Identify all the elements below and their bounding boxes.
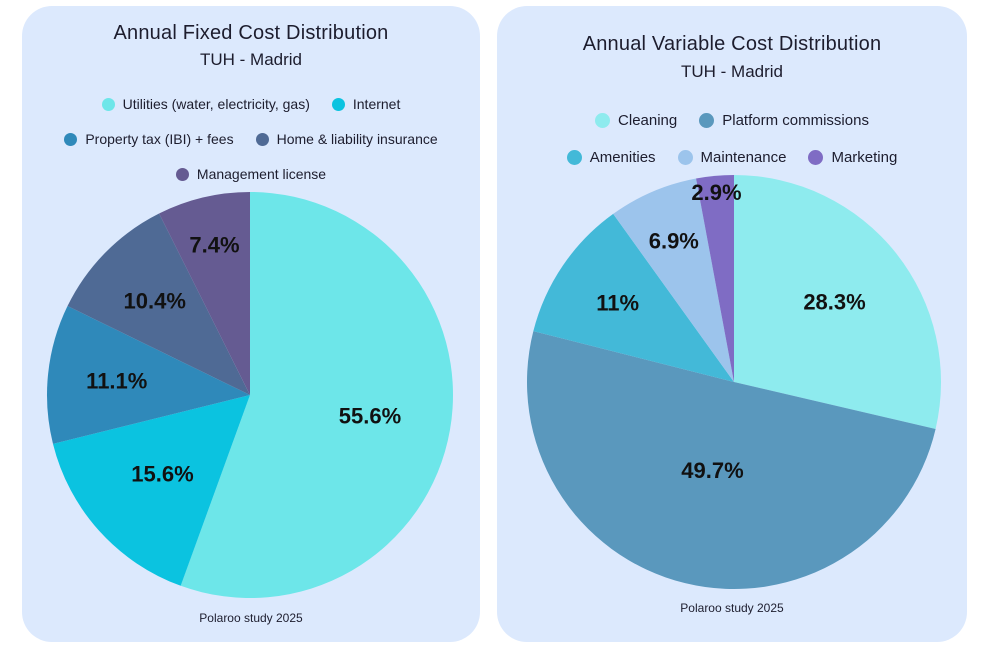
pie-slice-amenities: [533, 213, 734, 382]
legend-row: Cleaning Platform commissions: [497, 112, 967, 129]
chart-title: Annual Fixed Cost Distribution: [113, 22, 389, 44]
slice-data-label: 11.1%: [86, 368, 147, 393]
legend-item-utilities-water-electricity-gas: Utilities (water, electricity, gas): [101, 96, 310, 112]
legend-label: Platform commissions: [722, 112, 869, 129]
chart-title: Annual Variable Cost Distribution: [582, 33, 882, 55]
legend-label: Maintenance: [700, 149, 787, 166]
chart-source: Polaroo study 2025: [199, 611, 303, 625]
legend-label: Amenities: [589, 149, 656, 166]
pie-slice-utilities-water-electricity-gas: [180, 192, 453, 598]
legend-swatch: [699, 113, 715, 128]
legend-item-internet: Internet: [331, 96, 401, 112]
legend-label: Management license: [196, 166, 327, 182]
chart-subtitle: TUH - Madrid: [680, 62, 783, 81]
legend-label: Marketing: [831, 149, 898, 166]
chart-subtitle: TUH - Madrid: [199, 50, 302, 69]
fixed-cost-pie: 55.6% 15.6% 11.1% 10.4% 7.4%: [47, 192, 453, 598]
slice-data-label: 10.4%: [124, 288, 186, 313]
legend-label: Property tax (IBI) + fees: [85, 131, 234, 147]
legend-row: Property tax (IBI) + fees Home & liabilit…: [22, 131, 480, 147]
pie-slice-home-liability-insurance: [67, 213, 250, 395]
pie-slice-cleaning: [734, 175, 941, 429]
legend-item-management-license: Management license: [175, 166, 327, 182]
variable-cost-chart-card: Annual Variable Cost Distribution TUH - …: [497, 6, 967, 642]
legend-swatch: [64, 132, 78, 146]
legend-swatch: [808, 150, 824, 165]
slice-data-label: 15.6%: [131, 461, 193, 486]
slice-data-label: 6.9%: [649, 229, 699, 254]
legend-row: Amenities Maintenance Marketing: [497, 149, 967, 166]
pie-slice-management-license: [159, 192, 250, 395]
pie-slice-internet: [52, 395, 251, 586]
legend-item-amenities: Amenities: [566, 149, 656, 166]
chart-source: Polaroo study 2025: [680, 601, 784, 615]
slice-data-label: 11%: [596, 290, 639, 315]
legend-swatch: [255, 132, 269, 146]
legend-row: Utilities (water, electricity, gas) Inter…: [22, 96, 480, 112]
pie-slice-marketing: [696, 175, 734, 382]
legend-item-maintenance: Maintenance: [677, 149, 787, 166]
slice-data-label: 28.3%: [803, 290, 865, 315]
legend-item-cleaning: Cleaning: [595, 112, 677, 129]
legend-swatch: [566, 150, 582, 165]
slice-data-label: 7.4%: [189, 232, 239, 257]
slice-data-label: 2.9%: [691, 180, 741, 205]
legend-swatch: [331, 97, 345, 111]
legend-item-home-liability-insurance: Home & liability insurance: [255, 131, 438, 147]
variable-cost-pie: 28.3% 49.7% 11% 6.9% 2.9%: [526, 175, 941, 590]
slice-data-label: 55.6%: [339, 404, 401, 429]
legend-label: Home & liability insurance: [276, 131, 438, 147]
legend-label: Utilities (water, electricity, gas): [122, 96, 310, 112]
legend-swatch: [175, 167, 189, 181]
legend-item-marketing: Marketing: [808, 149, 897, 166]
fixed-cost-chart-card: Annual Fixed Cost Distribution TUH - Mad…: [22, 6, 480, 642]
legend-label: Cleaning: [618, 112, 678, 129]
legend-swatch: [677, 150, 693, 165]
slice-data-label: 49.7%: [681, 458, 743, 483]
legend-item-property-tax-ibi-fees: Property tax (IBI) + fees: [64, 131, 234, 147]
legend-label: Internet: [352, 96, 401, 112]
legend-item-platform-commissions: Platform commissions: [699, 112, 869, 129]
legend-swatch: [101, 97, 115, 111]
pie-slice-property-tax-ibi-fees: [47, 306, 250, 444]
pie-slice-platform-commissions: [526, 331, 936, 590]
legend-row: Management license: [22, 166, 480, 182]
pie-slice-maintenance: [613, 178, 734, 382]
legend-swatch: [595, 113, 611, 128]
